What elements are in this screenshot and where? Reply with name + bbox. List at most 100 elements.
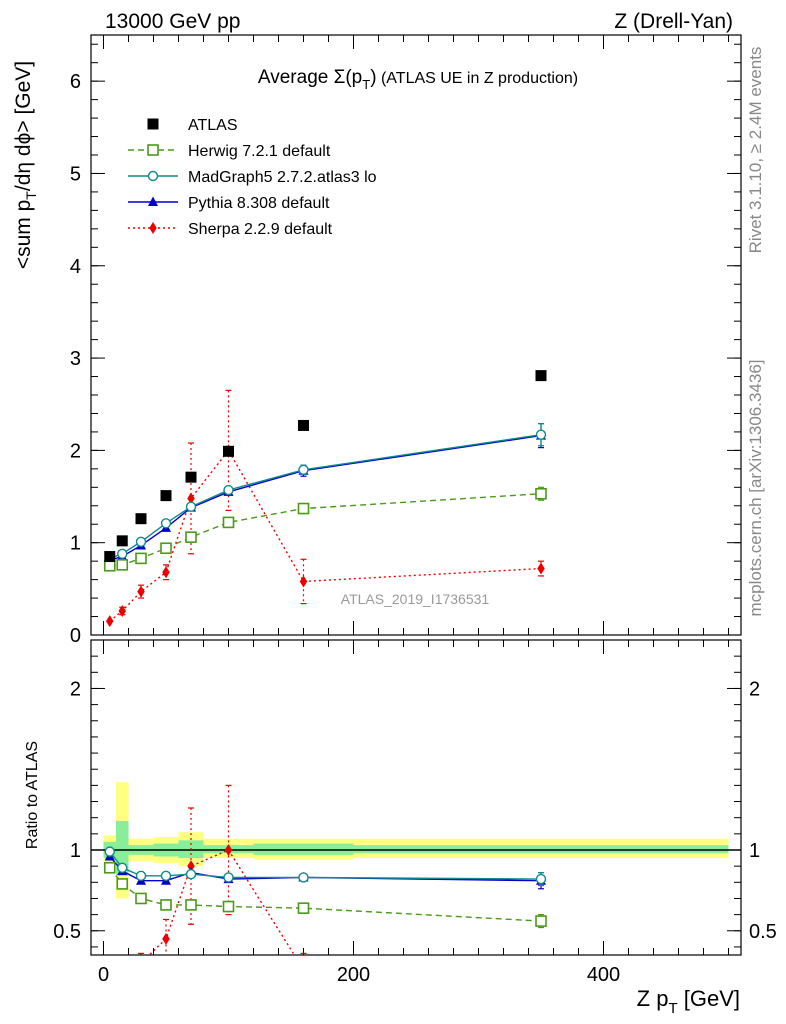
main-point-2-6 [298,464,309,475]
main-point-1-1 [116,559,129,571]
legend-marker-3 [148,196,158,206]
xtick-label-2: 400 [587,964,620,986]
ratio-point-1-7 [535,873,547,885]
main-point-2-3 [160,518,172,529]
ratio-ytick-label-left-1: 1 [70,840,81,862]
legend-marker-2 [147,170,159,182]
ratio-y-axis-label: Ratio to ATLAS [24,741,41,849]
main-ytick-label-left-6: 6 [70,71,81,93]
ratio-point-0-3 [160,899,172,911]
main-point-0-7 [535,370,547,382]
main-point-0-6 [298,419,309,431]
ratio-point-0-5 [222,900,235,913]
ratio-point-0-4 [185,899,197,911]
legend-label-2: MadGraph5 2.7.2.atlas3 lo [188,169,377,186]
ratio-point-1-3 [160,870,172,882]
ratio-point-0-6 [297,902,310,914]
ratio-band-inner-6 [253,843,354,855]
main-point-2-4 [185,501,197,512]
ratio-point-1-2 [135,870,147,882]
main-point-2-2 [135,536,147,547]
main-point-0-1 [116,535,128,547]
main-ytick-label-left-1: 1 [70,533,81,555]
x-axis-label: Z pT [GeV] [637,986,740,1017]
main-point-4-0 [106,615,114,628]
main-point-0-2 [135,513,147,525]
ratio-ytick-label-right-1: 1 [749,840,760,862]
ratio-point-3-4 [187,860,195,873]
ratio-plot-panel: 0.5 0.5 1 1 2 2 0 200 400 Ratio to ATLAS Z pT [G… [24,639,777,1017]
xtick-label-1: 200 [337,964,370,986]
main-point-4-6 [299,575,308,588]
main-plot-title: Average Σ(pT) (ATLAS UE in Z production) [258,67,578,92]
legend: ATLAS Herwig 7.2.1 default MadGraph5 2.7.2… [128,117,377,238]
ratio-plot-frame [90,639,742,956]
main-point-1-0 [103,559,116,572]
main-series-line-2 [109,433,542,560]
legend-marker-4 [149,222,157,234]
ratio-band-inner-1 [116,820,129,876]
legend-label-0: ATLAS [188,117,238,134]
main-point-2-5 [223,484,234,496]
ratio-point-3-2 [137,957,145,969]
main-plot-panel: 0 1 2 3 4 5 6 <sum pT/dη dϕ> [GeV] Average Σ(p… [12,34,742,647]
main-point-4-4 [187,492,195,505]
main-point-1-4 [185,531,197,543]
main-series-line-4 [109,449,542,622]
ratio-point-0-0 [103,861,116,874]
ratio-point-1-1 [117,862,128,873]
ratio-ytick-label-right-2: 2 [749,678,760,700]
legend-label-4: Sherpa 2.2.9 default [188,221,333,238]
main-plot-frame [90,34,742,636]
main-point-1-2 [135,552,147,565]
ratio-point-0-2 [135,892,147,905]
main-point-4-7 [537,562,545,575]
main-ytick-label-left-4: 4 [70,256,81,278]
legend-marker-0 [147,118,159,130]
main-point-0-4 [185,471,197,483]
legend-label-3: Pythia 8.308 default [188,195,330,212]
ratio-point-3-3 [162,932,170,945]
main-point-0-0 [104,551,116,563]
main-series-line-1 [109,493,542,567]
ratio-ytick-label-right-0: 0.5 [749,921,777,943]
ratio-point-3-5 [224,844,233,856]
ratio-point-1-0 [104,846,115,857]
main-point-4-2 [137,585,145,598]
main-point-2-1 [117,548,128,559]
main-ytick-label-left-5: 5 [70,163,81,185]
ratio-point-1-5 [223,872,234,883]
legend-label-1: Herwig 7.2.1 default [188,143,331,160]
main-point-1-5 [222,516,235,529]
main-point-0-3 [160,490,172,502]
energy-label: 13000 GeV pp [105,10,240,33]
ratio-point-1-4 [185,869,197,880]
main-y-axis-label: <sum pT/dη dϕ> [GeV] [12,61,39,269]
main-ytick-label-left-2: 2 [70,440,81,462]
ratio-point-0-7 [535,915,547,927]
main-point-1-6 [297,502,310,515]
main-point-0-5 [223,445,234,457]
ratio-point-3-7 [537,964,545,976]
main-ytick-label-left-3: 3 [70,348,81,370]
process-label: Z (Drell-Yan) [614,10,733,33]
main-point-4-1 [118,605,126,617]
legend-marker-1 [147,144,159,156]
main-point-1-3 [160,542,172,555]
rivet-version-label: Rivet 3.1.10, ≥ 2.4M events [746,47,765,254]
mcplots-label: mcplots.cern.ch [arXiv:1306.3436] [746,359,765,616]
xtick-label-0: 0 [98,964,109,986]
ratio-point-1-6 [298,872,309,883]
ratio-band-inner-7 [353,845,729,854]
ratio-point-3-1 [119,965,127,977]
analysis-id-label: ATLAS_2019_I1736531 [341,591,490,607]
main-point-1-7 [535,487,547,500]
main-point-4-3 [162,566,170,579]
main-point-2-7 [535,429,547,440]
ratio-ytick-label-left-2: 2 [70,678,81,700]
ratio-point-3-6 [300,964,308,976]
ratio-point-0-1 [116,878,129,890]
main-series-line-3 [109,434,542,561]
ratio-ytick-label-left-0: 0.5 [53,921,81,943]
